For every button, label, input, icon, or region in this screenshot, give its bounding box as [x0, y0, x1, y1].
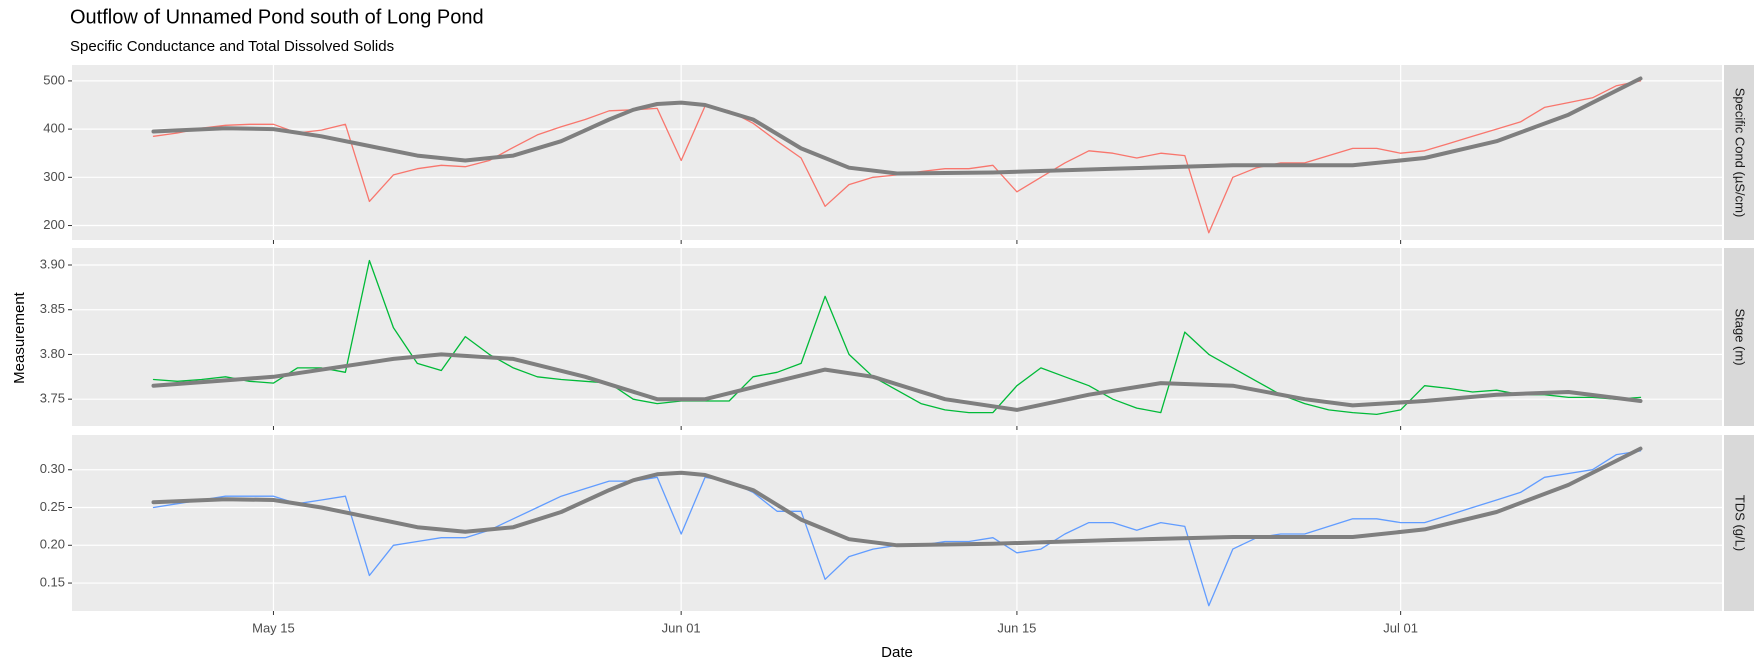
panel-background: [72, 435, 1722, 611]
strip-label: Stage (m): [1733, 308, 1748, 365]
series-line: [151, 76, 1643, 176]
y-tick-label: 3.90: [40, 256, 65, 271]
y-tick-label: 400: [43, 121, 65, 136]
series-line: [151, 352, 1643, 412]
strip-background: [1724, 435, 1754, 611]
x-tick-label: May 15: [252, 620, 295, 635]
series-line: [151, 446, 1643, 548]
strip-background: [1724, 65, 1754, 240]
chart-title: Outflow of Unnamed Pond south of Long Po…: [70, 6, 484, 28]
x-tick-label: Jun 15: [997, 620, 1036, 635]
y-tick-label: 300: [43, 169, 65, 184]
y-tick-label: 0.30: [40, 461, 65, 476]
y-tick-label: 3.75: [40, 391, 65, 406]
y-tick-label: 500: [43, 72, 65, 87]
chart-subtitle: Specific Conductance and Total Dissolved…: [70, 38, 394, 55]
y-tick-label: 0.20: [40, 537, 65, 552]
panel-background: [72, 65, 1722, 240]
strip-background: [1724, 248, 1754, 426]
y-tick-label: 3.80: [40, 346, 65, 361]
series-line: [152, 259, 1642, 416]
strip-label: Specific Cond (µS/cm): [1733, 88, 1748, 218]
y-tick-label: 3.85: [40, 301, 65, 316]
x-tick-label: Jul 01: [1383, 620, 1418, 635]
y-tick-label: 0.15: [40, 574, 65, 589]
strip-label: TDS (g/L): [1733, 495, 1748, 551]
panel-background: [72, 248, 1722, 426]
y-axis-title: Measurement: [11, 291, 28, 384]
y-tick-label: 200: [43, 217, 65, 232]
x-axis-title: Date: [881, 644, 913, 661]
x-tick-label: Jun 01: [662, 620, 701, 635]
y-tick-label: 0.25: [40, 499, 65, 514]
